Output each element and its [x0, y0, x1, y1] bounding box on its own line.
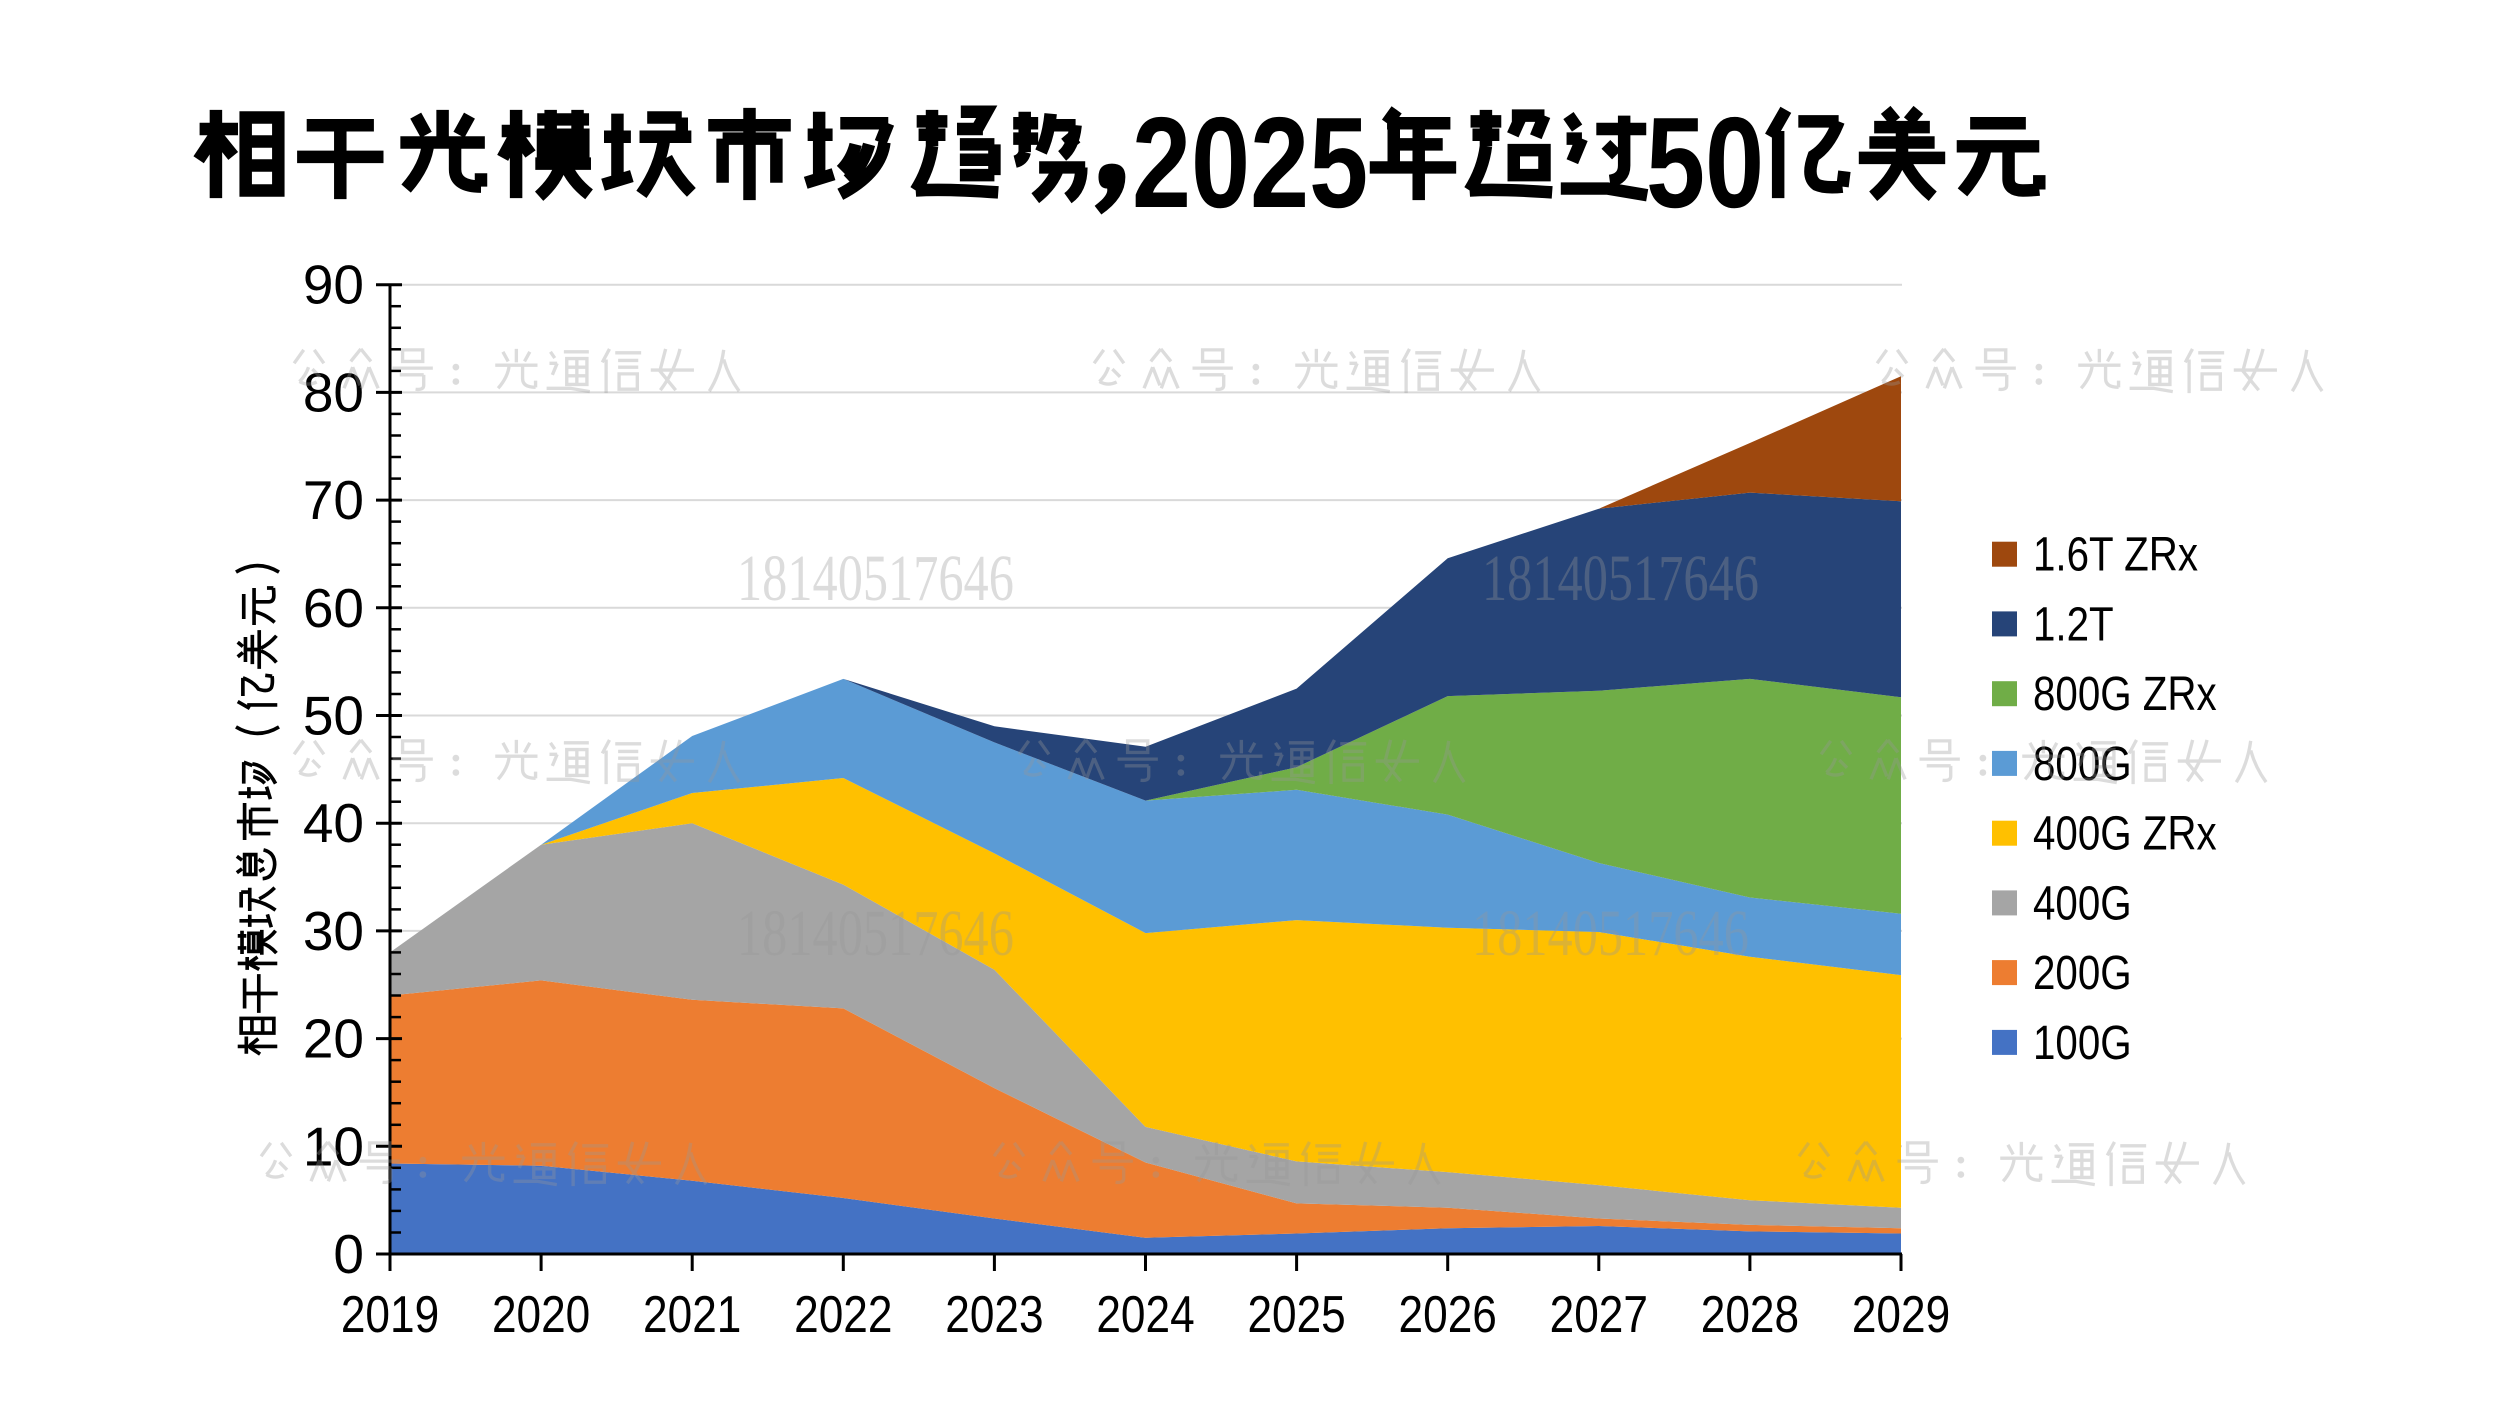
svg-text:2022: 2022 — [794, 1286, 892, 1344]
svg-text:2029: 2029 — [1852, 1286, 1950, 1344]
svg-text:2021: 2021 — [643, 1286, 741, 1344]
svg-text:1.6T ZRx: 1.6T ZRx — [2033, 528, 2198, 581]
svg-text:800G ZRx: 800G ZRx — [2033, 668, 2217, 721]
svg-text:2024: 2024 — [1096, 1286, 1194, 1344]
svg-text:0: 0 — [333, 1223, 364, 1285]
svg-text:60: 60 — [303, 577, 364, 639]
svg-text:2027: 2027 — [1550, 1286, 1648, 1344]
svg-text:400G: 400G — [2033, 877, 2132, 930]
svg-text:20: 20 — [303, 1008, 364, 1070]
svg-text:2023: 2023 — [945, 1286, 1043, 1344]
svg-text:50: 50 — [303, 685, 364, 747]
svg-text:100G: 100G — [2033, 1017, 2132, 1070]
svg-text:18140517646: 18140517646 — [1482, 542, 1759, 615]
svg-text:400G ZRx: 400G ZRx — [2033, 807, 2217, 860]
svg-text:40: 40 — [303, 792, 364, 854]
svg-text:50: 50 — [1646, 91, 1764, 235]
svg-text:2028: 2028 — [1701, 1286, 1799, 1344]
svg-text:90: 90 — [303, 254, 364, 316]
svg-text:2025: 2025 — [1132, 91, 1368, 235]
svg-text:2019: 2019 — [341, 1286, 439, 1344]
svg-text:200G: 200G — [2033, 947, 2132, 1000]
svg-text:18140517646: 18140517646 — [737, 542, 1014, 615]
svg-text:30: 30 — [303, 900, 364, 962]
svg-text:18140517646: 18140517646 — [1472, 897, 1749, 970]
svg-text:70: 70 — [303, 469, 364, 531]
svg-text:1.2T: 1.2T — [2033, 598, 2114, 651]
svg-text:2026: 2026 — [1399, 1286, 1497, 1344]
svg-text:18140517646: 18140517646 — [737, 897, 1014, 970]
svg-text:2020: 2020 — [492, 1286, 590, 1344]
svg-text:2025: 2025 — [1247, 1286, 1345, 1344]
svg-text:800G: 800G — [2033, 738, 2132, 791]
